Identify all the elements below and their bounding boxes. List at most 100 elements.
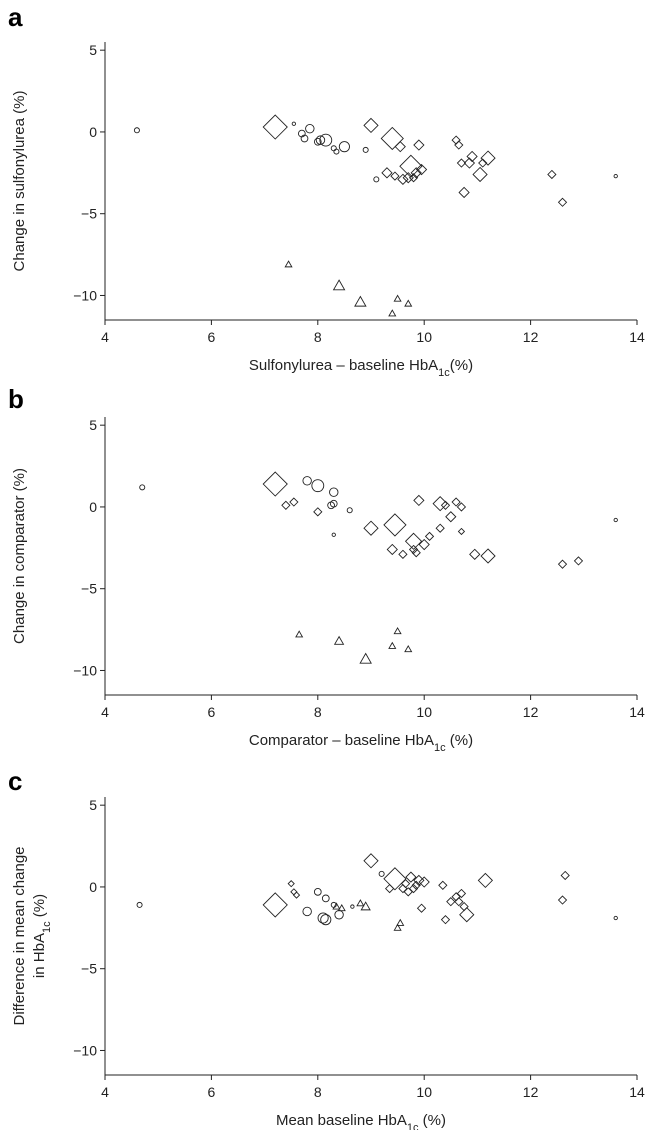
data-point-triangle: [337, 903, 346, 912]
data-point-diamond: [399, 154, 423, 178]
x-axis-title: Mean baseline HbA1c (%): [276, 1112, 446, 1130]
data-point-diamond: [557, 895, 568, 905]
data-point-circle: [297, 129, 306, 138]
data-point-diamond: [413, 139, 425, 151]
data-point-circle: [613, 517, 618, 523]
x-tick-label: 10: [416, 704, 432, 720]
data-point-diamond: [424, 531, 435, 542]
panel-label-b: b: [8, 384, 24, 414]
data-point-triangle: [356, 899, 365, 907]
data-point-diamond: [454, 897, 464, 907]
data-point-circle: [350, 904, 355, 909]
data-point-diamond: [262, 471, 288, 497]
y-tick-label: −10: [73, 662, 97, 678]
data-point-diamond: [547, 169, 557, 180]
data-point-diamond: [478, 158, 488, 168]
data-point-diamond: [445, 511, 457, 523]
scatter-plot-b: 5 0 −5 −10 4 6 8 10 12 14 Comparator – baseline Hb…: [11, 417, 645, 754]
data-point-diamond: [384, 883, 395, 894]
data-point-diamond: [404, 532, 423, 550]
data-point-triangle: [354, 295, 367, 307]
data-point-diamond: [405, 871, 417, 883]
data-point-diamond: [383, 513, 407, 537]
data-point-diamond: [440, 500, 451, 510]
data-point-diamond: [459, 907, 475, 923]
data-point-diamond: [411, 548, 421, 558]
data-point-circle: [319, 133, 333, 147]
data-point-circle: [329, 487, 339, 497]
x-tick-label: 10: [416, 329, 432, 345]
data-point-circle: [320, 914, 332, 926]
x-tick-label: 10: [416, 1084, 432, 1100]
y-tick-label: 5: [89, 797, 97, 813]
data-point-diamond: [363, 117, 379, 134]
data-point-diamond: [454, 140, 464, 150]
data-point-circle: [139, 484, 146, 491]
data-point-circle: [133, 127, 140, 134]
y-tick-label: 0: [89, 879, 97, 895]
x-axis-title: Sulfonylurea – baseline HbA1c(%): [249, 357, 473, 379]
y-tick-label: −5: [81, 581, 97, 597]
data-point-diamond: [466, 150, 478, 163]
y-tick-label: −5: [81, 961, 97, 977]
data-point-diamond: [398, 549, 408, 560]
data-point-triangle: [332, 279, 346, 291]
data-point-circle: [346, 507, 353, 514]
data-point-circle: [313, 137, 322, 146]
y-tick-label: −10: [73, 1042, 97, 1058]
data-point-triangle: [393, 627, 402, 635]
data-point-diamond: [403, 887, 413, 897]
data-point-diamond: [477, 872, 494, 889]
scatter-plot-a: 5 0 −5 −10 4 6 8 10 12 14 Sulfonylurea – baseline …: [11, 42, 645, 379]
data-point-triangle: [404, 645, 413, 653]
x-tick-label: 14: [629, 329, 645, 345]
data-point-diamond: [573, 556, 584, 566]
data-point-diamond: [458, 186, 470, 199]
data-point-diamond: [394, 141, 406, 153]
data-point-diamond: [289, 497, 299, 507]
data-point-triangle: [396, 918, 405, 926]
data-point-circle: [291, 121, 297, 126]
data-point-circle: [330, 145, 337, 152]
data-point-diamond: [560, 870, 570, 881]
data-point-diamond: [451, 135, 461, 145]
y-tick-label: −5: [81, 206, 97, 222]
data-point-triangle: [393, 294, 402, 302]
data-point-diamond: [472, 166, 488, 183]
data-point-diamond: [451, 497, 461, 507]
data-point-circle: [331, 532, 336, 537]
data-point-diamond: [418, 538, 430, 551]
data-point-circle: [317, 912, 329, 924]
data-point-diamond: [408, 883, 419, 894]
data-point-circle: [333, 148, 340, 155]
data-point-diamond: [408, 173, 419, 183]
data-point-diamond: [383, 867, 407, 891]
data-point-diamond: [281, 500, 291, 510]
data-point-diamond: [398, 883, 408, 894]
data-point-diamond: [456, 502, 467, 512]
data-point-diamond: [313, 507, 323, 517]
data-point-diamond: [290, 888, 298, 896]
data-point-diamond: [456, 888, 467, 899]
data-point-circle: [302, 476, 312, 486]
data-point-triangle: [284, 260, 293, 268]
data-point-circle: [613, 915, 618, 921]
data-point-circle: [311, 479, 325, 493]
data-point-diamond: [292, 891, 301, 899]
data-point-circle: [329, 499, 338, 508]
x-tick-label: 6: [208, 1084, 216, 1100]
data-point-circle: [338, 141, 350, 153]
data-point-diamond: [390, 171, 400, 181]
data-point-triangle: [393, 923, 402, 931]
x-tick-label: 12: [523, 329, 539, 345]
data-point-circle: [613, 173, 618, 179]
data-point-diamond: [416, 903, 427, 913]
data-point-diamond: [456, 158, 467, 168]
data-point-diamond: [469, 548, 481, 561]
x-tick-label: 8: [314, 329, 322, 345]
data-point-diamond: [386, 543, 398, 556]
data-point-triangle: [360, 901, 371, 911]
data-point-triangle: [388, 641, 397, 649]
data-point-diamond: [400, 879, 411, 889]
data-point-diamond: [413, 494, 425, 507]
